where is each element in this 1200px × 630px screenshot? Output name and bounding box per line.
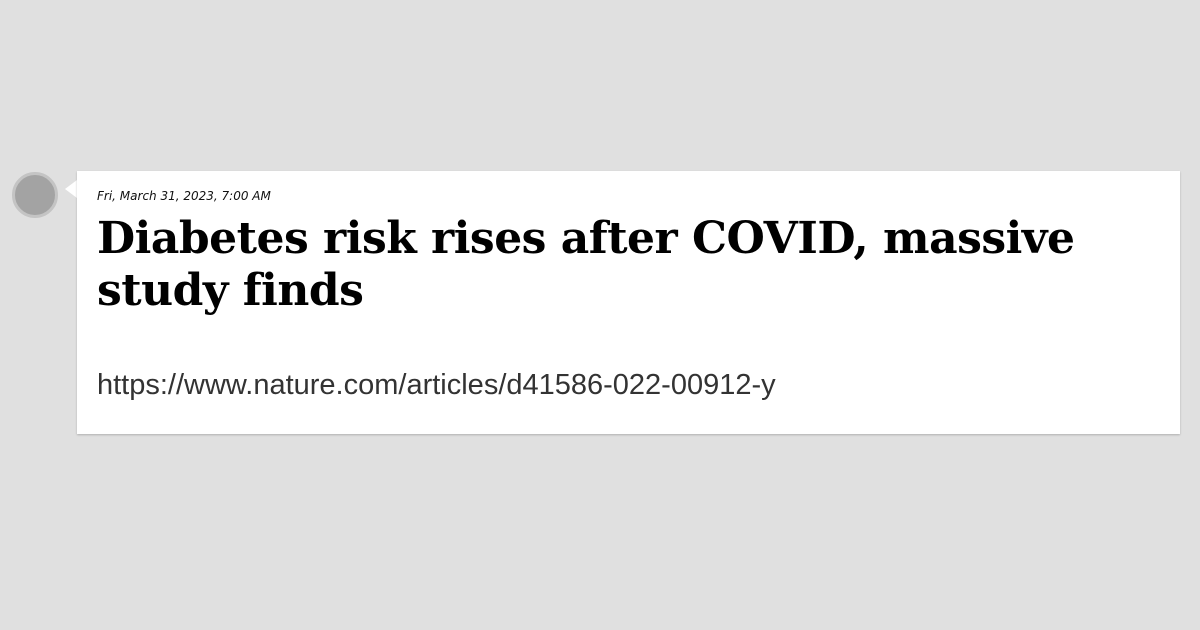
post-link[interactable]: https://www.nature.com/articles/d41586-0…: [97, 369, 776, 401]
speech-pointer: [65, 180, 77, 198]
post-timestamp: Fri, March 31, 2023, 7:00 AM: [97, 189, 271, 203]
post-card: Fri, March 31, 2023, 7:00 AM Diabetes ri…: [77, 171, 1180, 434]
avatar-placeholder-icon[interactable]: [12, 172, 58, 218]
post-headline: Diabetes risk rises after COVID, massive…: [97, 213, 1075, 316]
